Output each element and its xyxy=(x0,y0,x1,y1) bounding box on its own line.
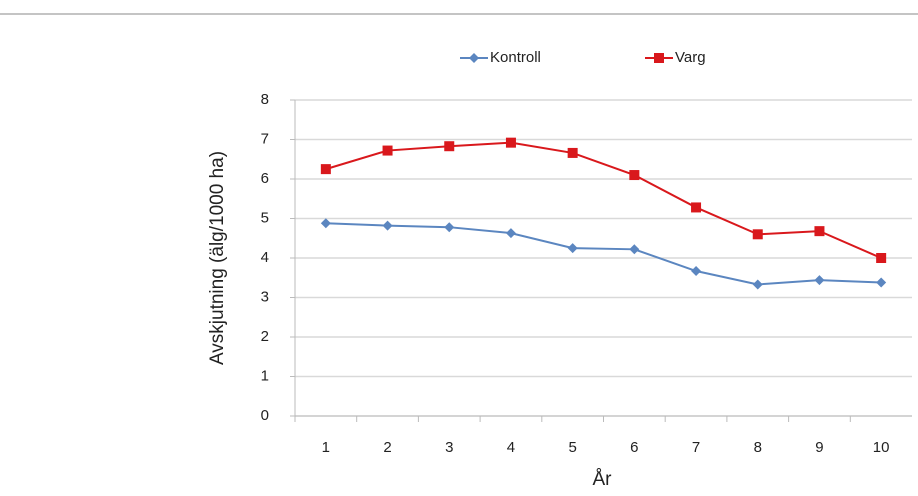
legend-label: Kontroll xyxy=(490,49,541,66)
data-point xyxy=(752,229,763,240)
x-tick-label: 2 xyxy=(383,439,391,456)
data-point xyxy=(505,137,516,148)
y-tick-label: 0 xyxy=(261,407,269,424)
x-tick-label: 8 xyxy=(754,439,762,456)
data-point xyxy=(814,275,825,286)
x-tick-label: 6 xyxy=(630,439,638,456)
data-point xyxy=(382,145,393,156)
y-tick-label: 4 xyxy=(261,249,269,266)
data-point xyxy=(567,243,578,254)
y-tick-label: 1 xyxy=(261,367,269,384)
x-tick-label: 1 xyxy=(322,439,330,456)
data-point xyxy=(320,218,331,229)
x-tick-label: 10 xyxy=(873,439,890,456)
legend-marker xyxy=(654,53,664,63)
legend-label: Varg xyxy=(675,49,706,66)
data-point xyxy=(814,226,825,237)
legend-marker xyxy=(469,53,479,63)
y-tick-label: 8 xyxy=(261,91,269,108)
data-point xyxy=(444,222,455,233)
data-point xyxy=(444,141,455,152)
data-point xyxy=(876,253,887,263)
y-tick-label: 2 xyxy=(261,328,269,345)
data-point xyxy=(691,266,702,277)
y-tick-label: 7 xyxy=(261,130,269,147)
data-point xyxy=(567,147,578,158)
data-point xyxy=(629,244,640,255)
x-tick-label: 3 xyxy=(445,439,453,456)
x-axis-label: År xyxy=(593,469,613,490)
x-tick-label: 5 xyxy=(568,439,576,456)
y-tick-label: 3 xyxy=(261,288,269,305)
data-point xyxy=(382,220,393,231)
series-line xyxy=(325,222,882,286)
data-point xyxy=(629,170,640,181)
data-point xyxy=(691,202,702,213)
data-point xyxy=(320,164,331,175)
data-point xyxy=(752,279,763,290)
series-line xyxy=(325,141,882,259)
x-tick-label: 9 xyxy=(815,439,823,456)
y-tick-label: 6 xyxy=(261,170,269,187)
data-point xyxy=(505,228,516,239)
x-tick-label: 7 xyxy=(692,439,700,456)
y-axis-label: Avskjutning (älg/1000 ha) xyxy=(207,151,228,365)
y-tick-label: 5 xyxy=(261,209,269,226)
x-tick-label: 4 xyxy=(507,439,515,456)
data-point xyxy=(876,277,887,288)
